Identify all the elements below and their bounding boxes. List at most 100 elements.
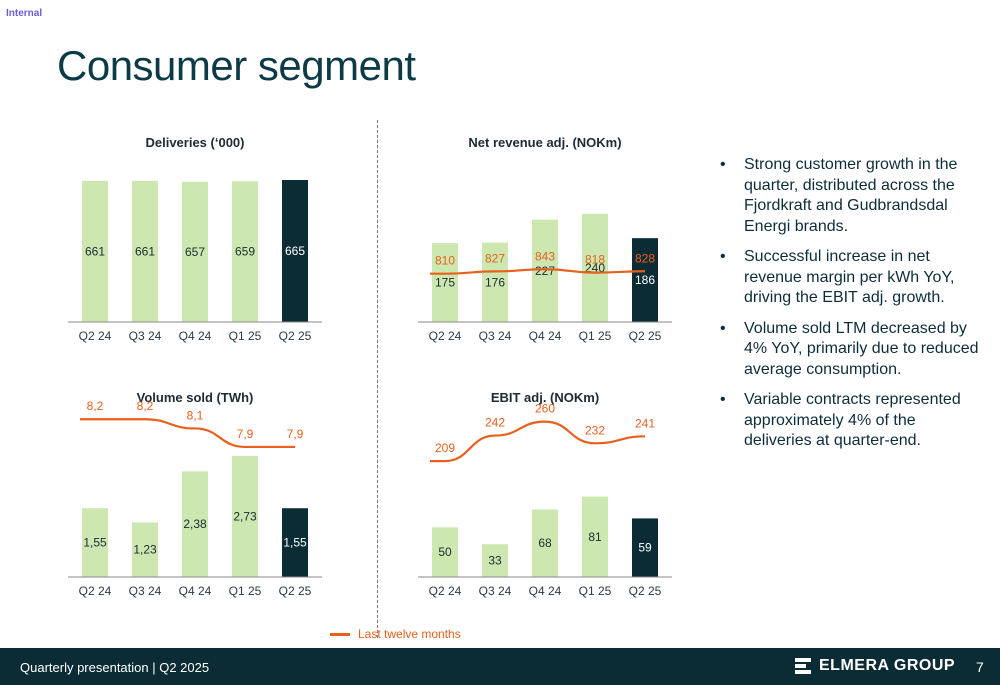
bullet-marker: • xyxy=(720,248,726,265)
commentary-item: • Volume sold LTM decreased by 4% YoY, p… xyxy=(720,319,982,381)
bar xyxy=(232,455,258,577)
bar-value-label: 81 xyxy=(588,530,602,544)
ltm-value-label: 810 xyxy=(435,254,455,268)
x-tick-label: Q4 24 xyxy=(179,329,212,343)
chart-svg: Deliveries (‘000) 661 Q2 24 661 Q3 24 657 Q4 2… xyxy=(68,135,322,343)
bar-value-label: 33 xyxy=(488,554,502,568)
elmera-logo-icon xyxy=(795,658,811,674)
page-title: Consumer segment xyxy=(57,42,416,89)
ltm-value-label: 843 xyxy=(535,249,555,263)
bar-value-label: 50 xyxy=(438,545,452,559)
bar xyxy=(132,180,158,322)
bar xyxy=(282,180,308,322)
ebit-chart: EBIT adj. (NOKm) 50 Q2 24 33 Q3 24 68 Q4 24 81 Q… xyxy=(410,380,672,605)
legend-line-swatch xyxy=(330,632,350,636)
x-tick-label: Q3 24 xyxy=(129,329,162,343)
commentary-text: Successful increase in net revenue margi… xyxy=(744,248,955,306)
bar xyxy=(632,238,658,322)
chart-legend: Last twelve months xyxy=(330,627,461,641)
bar-value-label: 2,73 xyxy=(233,509,257,523)
x-tick-label: Q3 24 xyxy=(129,584,162,598)
bar xyxy=(482,242,508,322)
chart-title: Net revenue adj. (NOKm) xyxy=(468,135,621,150)
chart-title: Deliveries (‘000) xyxy=(145,135,244,150)
commentary-item: • Successful increase in net revenue mar… xyxy=(720,247,982,309)
bar xyxy=(432,243,458,322)
ltm-line xyxy=(430,268,646,275)
x-tick-label: Q2 24 xyxy=(79,584,112,598)
bar-value-label: 1,23 xyxy=(133,543,157,557)
ltm-line xyxy=(430,420,646,463)
brand-logo: ELMERA GROUP xyxy=(795,657,955,675)
ltm-value-label: 241 xyxy=(635,416,655,430)
commentary-item: • Strong customer growth in the quarter,… xyxy=(720,155,982,237)
bar-value-label: 657 xyxy=(185,245,205,259)
bar xyxy=(82,180,108,322)
bar-value-label: 176 xyxy=(485,275,505,289)
brand-name: ELMERA GROUP xyxy=(819,657,956,674)
x-tick-label: Q4 24 xyxy=(179,584,212,598)
commentary-text: Strong customer growth in the quarter, d… xyxy=(744,156,958,235)
x-tick-label: Q3 24 xyxy=(479,584,512,598)
chart-title: EBIT adj. (NOKm) xyxy=(491,390,599,405)
chart-title: Volume sold (TWh) xyxy=(137,390,254,405)
ltm-value-label: 8,1 xyxy=(187,408,204,422)
x-tick-label: Q4 24 xyxy=(529,584,562,598)
bar xyxy=(582,496,608,577)
footer-text: Quarterly presentation | Q2 2025 xyxy=(20,660,210,675)
bar xyxy=(532,219,558,322)
legend-label: Last twelve months xyxy=(358,627,461,641)
deliveries-chart: Deliveries (‘000) 661 Q2 24 661 Q3 24 657 Q4 2… xyxy=(60,125,322,350)
bar xyxy=(232,181,258,322)
x-tick-label: Q2 24 xyxy=(429,584,462,598)
bar-value-label: 175 xyxy=(435,276,455,290)
ltm-value-label: 818 xyxy=(585,253,605,267)
ltm-value-label: 7,9 xyxy=(237,427,254,441)
ltm-value-label: 209 xyxy=(435,441,455,455)
bar xyxy=(632,518,658,577)
x-tick-label: Q3 24 xyxy=(479,329,512,343)
x-tick-label: Q1 25 xyxy=(579,584,612,598)
commentary-text: Variable contracts represented approxima… xyxy=(744,391,961,449)
commentary-text: Volume sold LTM decreased by 4% YoY, pri… xyxy=(744,319,979,378)
footer-bar: Quarterly presentation | Q2 2025 ELMERA … xyxy=(0,648,1000,685)
page-number: 7 xyxy=(976,659,984,675)
x-tick-label: Q2 25 xyxy=(629,329,662,343)
ltm-value-label: 232 xyxy=(585,423,605,437)
bullet-marker: • xyxy=(720,156,726,173)
bar-value-label: 1,55 xyxy=(83,536,107,550)
chart-svg: Net revenue adj. (NOKm) 175 Q2 24 176 Q3 24 2… xyxy=(418,135,672,343)
x-tick-label: Q2 24 xyxy=(429,329,462,343)
x-tick-label: Q2 25 xyxy=(629,584,662,598)
bar-value-label: 59 xyxy=(638,541,652,555)
bar-value-label: 1,55 xyxy=(283,536,307,550)
chart-svg: EBIT adj. (NOKm) 50 Q2 24 33 Q3 24 68 Q4 24 81 Q… xyxy=(418,390,672,598)
bar-value-label: 665 xyxy=(285,244,305,258)
volume-sold-chart: Volume sold (TWh) 1,55 Q2 24 1,23 Q3 24 2,38 Q… xyxy=(60,380,322,605)
bar xyxy=(182,471,208,577)
x-tick-label: Q2 25 xyxy=(279,584,312,598)
classification-tag: Internal xyxy=(6,8,43,19)
bar xyxy=(482,544,508,577)
chart-svg: Volume sold (TWh) 1,55 Q2 24 1,23 Q3 24 2,38 Q… xyxy=(68,390,322,598)
ltm-line xyxy=(80,418,295,449)
bar-value-label: 68 xyxy=(538,536,552,550)
bullet-marker: • xyxy=(720,319,726,337)
commentary-item: • Variable contracts represented approxi… xyxy=(720,390,982,452)
bar-value-label: 240 xyxy=(585,261,605,275)
bar-value-label: 659 xyxy=(235,245,255,259)
bar xyxy=(82,508,108,577)
bar-value-label: 661 xyxy=(85,244,105,258)
bar-value-label: 227 xyxy=(535,264,555,278)
bar-value-label: 186 xyxy=(635,273,655,287)
bar xyxy=(182,181,208,322)
bar-value-label: 2,38 xyxy=(183,517,207,531)
ltm-value-label: 8,2 xyxy=(87,399,104,413)
bar xyxy=(532,509,558,577)
x-tick-label: Q1 25 xyxy=(579,329,612,343)
commentary-list: • Strong customer growth in the quarter,… xyxy=(720,155,982,462)
chart-divider xyxy=(377,120,378,638)
bar xyxy=(132,522,158,577)
bar-value-label: 661 xyxy=(135,244,155,258)
ltm-value-label: 260 xyxy=(535,402,555,416)
